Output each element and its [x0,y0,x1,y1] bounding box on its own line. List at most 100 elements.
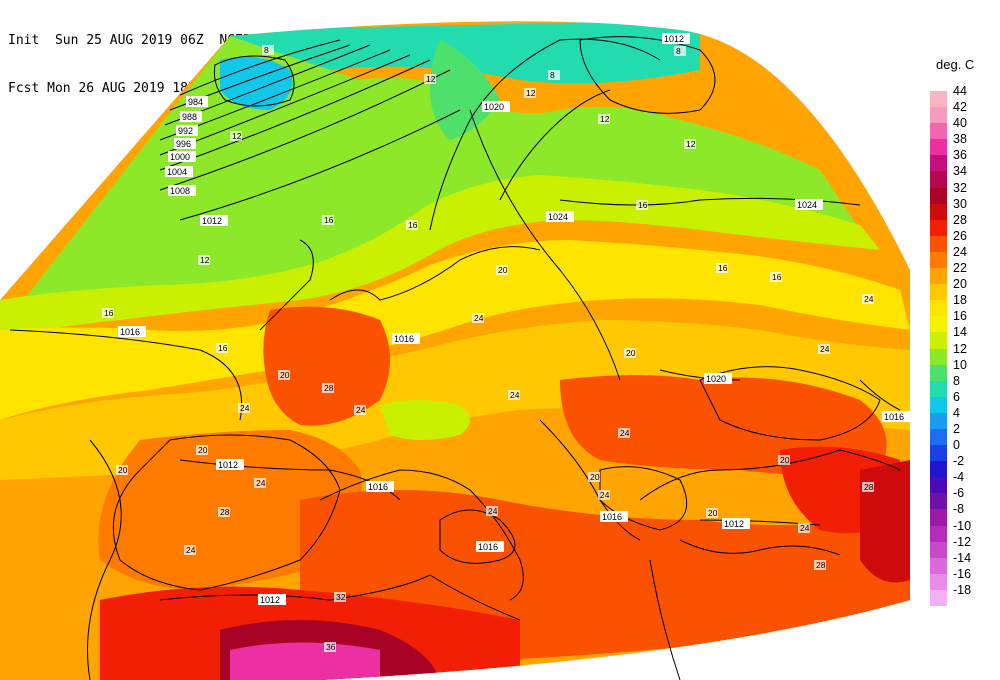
isobar-label: 1016 [882,411,910,422]
svg-text:24: 24 [488,506,498,516]
temp-label: 16 [102,308,114,318]
svg-text:1024: 1024 [797,200,817,210]
temp-label: 24 [238,403,250,413]
svg-text:24: 24 [864,294,874,304]
svg-text:12: 12 [232,131,242,141]
svg-text:24: 24 [474,313,484,323]
temp-label: 16 [216,343,228,353]
svg-text:996: 996 [176,139,191,149]
svg-text:1016: 1016 [368,482,388,492]
temp-label: 36 [324,642,336,652]
legend-label: 34 [953,164,967,179]
legend-label: -4 [953,470,965,485]
legend-swatch [930,332,947,349]
svg-text:1012: 1012 [260,595,280,605]
svg-text:1012: 1012 [724,519,744,529]
legend-label: 6 [953,389,960,404]
svg-text:28: 28 [816,560,826,570]
legend-entry: 2 [930,422,1000,446]
legend-swatch [930,284,947,301]
temp-label: 16 [322,215,334,225]
svg-text:24: 24 [800,523,810,533]
svg-text:1008: 1008 [170,186,190,196]
temp-label: 24 [472,313,484,323]
legend-swatch [930,557,947,574]
svg-text:20: 20 [198,445,208,455]
legend-entry: -16 [930,567,1000,590]
svg-text:1020: 1020 [706,374,726,384]
legend-entry: 40 [930,116,1000,140]
svg-text:24: 24 [600,490,610,500]
svg-text:16: 16 [218,343,228,353]
legend-label: 26 [953,228,967,243]
isobar-label: 1020 [482,101,510,112]
svg-text:12: 12 [426,74,436,84]
legend-label: -12 [953,534,972,549]
isobar-label: 1016 [118,326,146,337]
isobar-labels: 984 988 992 996 1000 1004 1008 1012 1016… [118,33,910,605]
temp-label: 8 [262,45,274,55]
legend-entry: 6 [930,390,1000,413]
legend-swatch [930,300,947,317]
svg-text:1016: 1016 [478,542,498,552]
legend-swatch [930,412,947,429]
legend-label: 12 [953,341,967,356]
legend-entry: 0 [930,438,1000,462]
legend-label: 14 [953,325,967,340]
isobar-label: 1004 [165,166,193,177]
legend-entry: 28 [930,213,1000,236]
legend-label: 18 [953,293,967,308]
svg-text:1016: 1016 [120,327,140,337]
legend-label: 8 [953,373,960,388]
legend-entry: 20 [930,277,1000,301]
legend-entry: 10 [930,358,1000,381]
legend-label: 16 [953,309,967,324]
temp-label: 28 [862,482,874,492]
svg-text:984: 984 [188,97,203,107]
svg-text:992: 992 [178,126,193,136]
svg-text:16: 16 [718,263,728,273]
legend-entry: 32 [930,181,1000,204]
legend-entry: -4 [930,470,1000,494]
svg-text:1004: 1004 [167,167,187,177]
legend-swatch [930,396,947,413]
svg-text:24: 24 [820,344,830,354]
temp-label: 12 [424,74,436,84]
legend-label: 28 [953,212,967,227]
legend-swatch [930,541,947,558]
legend-label: 22 [953,261,967,276]
legend-label: -6 [953,486,965,501]
legend-label: 40 [953,116,967,131]
svg-text:36: 36 [326,642,336,652]
temp-label: 20 [116,465,128,475]
legend-swatch [930,251,947,269]
legend-entry: 44 [930,84,1000,108]
legend-swatch [930,203,947,220]
legend-entry: 12 [930,342,1000,365]
legend-swatch [930,477,947,494]
isobar-label: 1020 [704,373,732,384]
legend-swatch [930,155,947,172]
svg-text:24: 24 [356,405,366,415]
svg-text:20: 20 [590,472,600,482]
temperature-labels: 8 8 12 12 12 16 16 16 12 16 16 20 20 20 … [102,45,874,652]
svg-text:20: 20 [780,455,790,465]
isobar-label: 996 [174,138,196,149]
legend-swatch [930,316,947,333]
isobar-label: 1024 [546,211,574,222]
legend-entry: 18 [930,293,1000,317]
legend-swatch [930,107,947,124]
svg-text:1020: 1020 [484,102,504,112]
temp-label: 24 [254,478,266,488]
legend-entry: -14 [930,551,1000,574]
svg-text:16: 16 [638,200,648,210]
temp-label: 8 [674,46,686,56]
temp-label: 16 [716,263,728,273]
legend-entry: 42 [930,100,1000,124]
svg-text:28: 28 [220,507,230,517]
temp-label: 24 [598,490,610,500]
svg-text:16: 16 [104,308,114,318]
svg-text:20: 20 [280,370,290,380]
legend-swatch [930,428,947,446]
temp-label: 24 [486,506,498,516]
